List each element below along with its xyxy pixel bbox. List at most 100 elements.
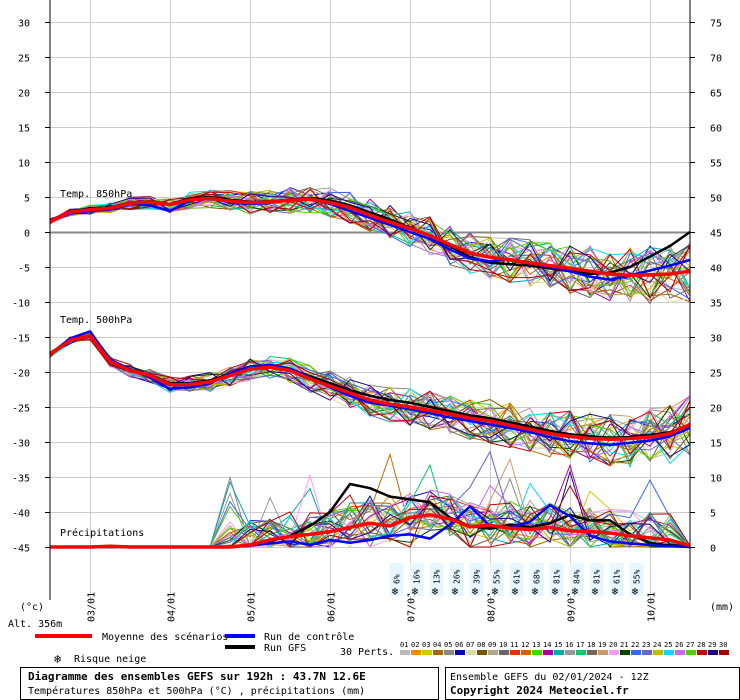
pert-color-swatch — [719, 650, 729, 655]
pert-number: 20 — [609, 641, 617, 649]
x-tick-label: 05/01 — [247, 592, 258, 622]
y-right-tick-label: 25 — [710, 369, 722, 380]
pert-color-swatch — [444, 650, 454, 655]
snowflake-icon: ❄ — [432, 585, 439, 598]
pert-color-swatch — [631, 650, 641, 655]
x-tick-label: 04/01 — [167, 592, 178, 622]
snow-risk-pct: 55% — [633, 569, 642, 584]
pert-number: 15 — [554, 641, 562, 649]
grid — [50, 0, 690, 600]
snow-risk-bg — [609, 563, 624, 596]
y-right-tick-label: 55 — [710, 159, 722, 170]
legend-mean-label: Moyenne des scénarios — [102, 631, 228, 643]
footer-title: Diagramme des ensembles GEFS sur 192h : … — [28, 670, 366, 683]
x-tick-label: 03/01 — [87, 592, 98, 622]
y-left-tick-label: 20 — [18, 89, 30, 100]
x-tick-label: 06/01 — [327, 592, 338, 622]
pert-color-swatch — [510, 650, 520, 655]
pert-number: 18 — [587, 641, 595, 649]
x-tick-label: 10/01 — [647, 592, 658, 622]
snow-risk-pct: 61% — [613, 569, 622, 584]
pert-color-swatch — [708, 650, 718, 655]
pert-number: 06 — [455, 641, 463, 649]
footer-subtitle: Températures 850hPa et 500hPa (°C) , pré… — [28, 685, 365, 697]
snowflake-icon: ❄ — [472, 585, 479, 598]
snow-risk-bg — [469, 563, 484, 596]
snow-risk-pct: 13% — [433, 569, 442, 584]
pert-color-swatch — [543, 650, 553, 655]
pert-color-swatch — [620, 650, 630, 655]
pert-number: 04 — [433, 641, 441, 649]
pert-number: 28 — [697, 641, 705, 649]
pert-color-swatch — [554, 650, 564, 655]
pert-color-swatch — [422, 650, 432, 655]
pert-number: 17 — [576, 641, 584, 649]
pert-number: 07 — [466, 641, 474, 649]
pert-color-swatch — [587, 650, 597, 655]
y-right-tick-label: 20 — [710, 404, 722, 415]
y-left-tick-label: -40 — [12, 509, 30, 520]
y-left-tick-label: -30 — [12, 439, 30, 450]
pert-number: 11 — [510, 641, 518, 649]
pert-color-swatch — [477, 650, 487, 655]
x-tick-label: 07/01 — [407, 592, 418, 622]
pert-number: 14 — [543, 641, 551, 649]
y-right-tick-label: 10 — [710, 474, 722, 485]
snowflake-icon: ❄ — [572, 585, 579, 598]
pert-number: 01 — [400, 641, 408, 649]
snow-risk-pct: 61% — [513, 569, 522, 584]
pert-number: 27 — [686, 641, 694, 649]
y-right-tick-label: 30 — [710, 334, 722, 345]
snow-risk-bg — [449, 563, 464, 596]
temp-500-label: Temp. 500hPa — [60, 315, 132, 326]
series-line-500hPa-mean — [48, 333, 691, 441]
pert-color-swatch — [455, 650, 465, 655]
pert-number: 25 — [664, 641, 672, 649]
y-right-tick-label: 50 — [710, 194, 722, 205]
pert-number: 09 — [488, 641, 496, 649]
snowflake-icon: ❄ — [492, 585, 499, 598]
y-left-tick-label: -15 — [12, 334, 30, 345]
snowflake-icon: ❄ — [632, 585, 639, 598]
y-right-tick-label: 0 — [710, 544, 716, 555]
snow-risk-markers: 6%❄16%❄13%❄26%❄39%❄55%❄61%❄68%❄81%❄84%❄8… — [389, 563, 644, 598]
snowflake-icon: ❄ — [532, 585, 539, 598]
y-right-tick-label: 5 — [710, 509, 716, 520]
snow-risk-pct: 81% — [593, 569, 602, 584]
pert-color-swatch — [488, 650, 498, 655]
pert-color-swatch — [609, 650, 619, 655]
pert-color-swatch — [686, 650, 696, 655]
legend-perts-label: 30 Perts. — [340, 647, 394, 658]
footer-run-info: Ensemble GEFS du 02/01/2024 - 12Z — [450, 672, 649, 683]
y-right-tick-label: 60 — [710, 124, 722, 135]
snowflake-icon: ❄ — [592, 585, 599, 598]
pert-number: 16 — [565, 641, 573, 649]
main-series — [48, 195, 691, 549]
y-left-tick-label: 10 — [18, 159, 30, 170]
snow-risk-pct: 55% — [493, 569, 502, 584]
y-left-unit: (°c) — [20, 602, 44, 613]
y-left-tick-label: 15 — [18, 124, 30, 135]
snowflake-icon: ❄ — [552, 585, 559, 598]
pert-color-swatch — [664, 650, 674, 655]
snow-risk-bg — [569, 563, 584, 596]
legend-control-label: Run de contrôle — [264, 631, 354, 643]
pert-number: 29 — [708, 641, 716, 649]
y-left-tick-label: 25 — [18, 54, 30, 65]
y-right-tick-label: 15 — [710, 439, 722, 450]
altitude-label: Alt. 356m — [8, 619, 62, 630]
pert-number: 19 — [598, 641, 606, 649]
y-right-tick-label: 40 — [710, 264, 722, 275]
pert-number: 30 — [719, 641, 727, 649]
y-right-tick-label: 35 — [710, 299, 722, 310]
snowflake-icon: ❄ — [412, 585, 419, 598]
y-left-tick-label: -35 — [12, 474, 30, 485]
legend-gfs-label: Run GFS — [264, 643, 306, 654]
snowflake-icon: ❄ — [512, 585, 519, 598]
y-right-tick-label: 75 — [710, 19, 722, 30]
y-left-tick-label: -10 — [12, 299, 30, 310]
y-left-tick-label: 5 — [24, 194, 30, 205]
pert-number: 08 — [477, 641, 485, 649]
